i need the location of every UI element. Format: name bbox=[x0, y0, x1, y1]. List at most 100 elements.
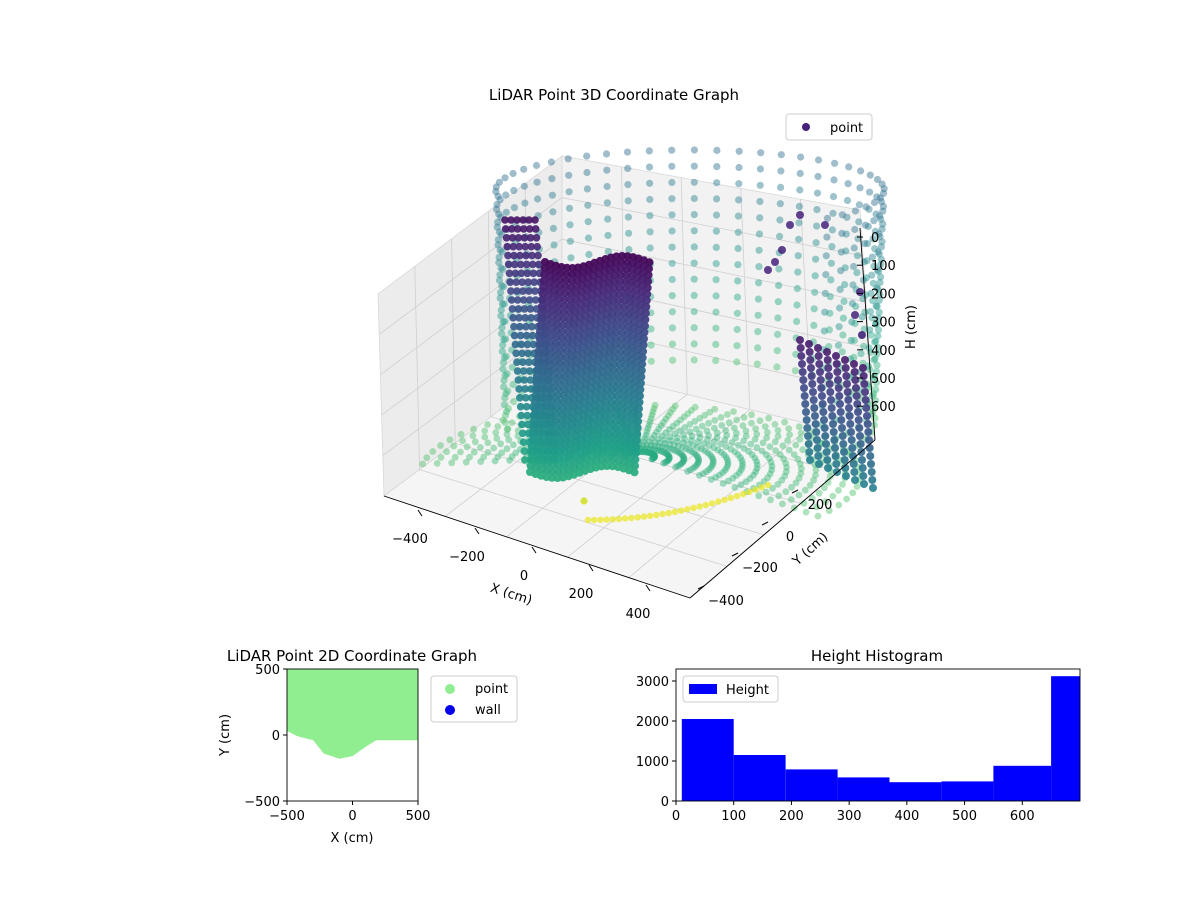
lidar-point bbox=[813, 222, 821, 230]
lidar-point bbox=[865, 344, 873, 352]
lidar-point bbox=[746, 488, 753, 496]
lidar-point bbox=[799, 446, 807, 454]
lidar-point bbox=[510, 260, 519, 269]
lidar-point bbox=[668, 259, 676, 267]
lidar-point bbox=[876, 194, 884, 202]
lidar-point bbox=[842, 247, 850, 255]
lidar-point bbox=[830, 176, 838, 184]
lidar-point bbox=[860, 380, 869, 388]
lidar-point bbox=[495, 210, 503, 218]
lidar-point bbox=[870, 356, 878, 364]
lidar-point bbox=[818, 400, 827, 408]
lidar-point bbox=[867, 460, 875, 468]
lidar-point bbox=[722, 427, 730, 434]
lidar-point bbox=[712, 357, 720, 365]
histogram-y-tick-label: 3000 bbox=[636, 675, 669, 690]
lidar-point bbox=[603, 182, 611, 191]
grid-line bbox=[680, 177, 688, 395]
lidar-point bbox=[875, 308, 883, 316]
lidar-point bbox=[679, 444, 686, 451]
z-tick-label-3d: 0 bbox=[871, 231, 879, 246]
lidar-point bbox=[794, 268, 802, 276]
lidar-point bbox=[706, 451, 714, 459]
lidar-point bbox=[842, 230, 850, 238]
lidar-point bbox=[872, 337, 880, 345]
lidar-point bbox=[851, 476, 859, 484]
lidar-point bbox=[491, 457, 499, 465]
lidar-point bbox=[825, 507, 833, 515]
lidar-point bbox=[494, 236, 502, 244]
lidar-point bbox=[713, 195, 721, 203]
lidar-point bbox=[812, 471, 819, 479]
lidar-point bbox=[515, 314, 523, 322]
lidar-point bbox=[649, 408, 657, 416]
lidar-point bbox=[603, 516, 610, 523]
lidar-point bbox=[837, 267, 845, 275]
lidar-point bbox=[713, 146, 721, 154]
lidar-point bbox=[675, 449, 683, 456]
histogram-bar bbox=[1051, 676, 1080, 801]
lidar-point bbox=[671, 402, 679, 410]
lidar-point bbox=[470, 448, 478, 456]
histogram-x-tick-label: 300 bbox=[837, 809, 862, 824]
lidar-point bbox=[493, 205, 501, 213]
lidar-point bbox=[767, 458, 775, 466]
histogram-frame bbox=[675, 668, 1081, 802]
lidar-point bbox=[623, 148, 632, 156]
lidar-point bbox=[850, 368, 859, 376]
lidar-point bbox=[748, 411, 755, 419]
lidar-point bbox=[879, 220, 887, 228]
lidar-point bbox=[641, 445, 649, 452]
lidar-point bbox=[497, 264, 505, 272]
histogram-x-tick-label: 100 bbox=[721, 809, 746, 824]
lidar-point bbox=[668, 227, 676, 235]
lidar-point bbox=[716, 471, 723, 479]
lidar-point bbox=[506, 457, 513, 464]
lidar-point bbox=[681, 424, 689, 431]
lidar-point bbox=[502, 352, 510, 360]
lidar-point bbox=[495, 228, 504, 236]
lidar-point bbox=[861, 240, 869, 248]
lidar-point bbox=[878, 180, 886, 188]
lidar-point bbox=[498, 300, 506, 308]
lidar-point bbox=[504, 404, 512, 413]
lidar-point bbox=[499, 265, 507, 273]
lidar-point bbox=[688, 436, 695, 444]
lidar-point bbox=[696, 430, 703, 437]
lidar-point bbox=[671, 446, 678, 454]
lidar-point bbox=[647, 449, 654, 457]
lidar-point bbox=[750, 471, 757, 479]
lidar-point bbox=[638, 445, 646, 452]
lidar-point bbox=[650, 405, 658, 412]
lidar-point bbox=[532, 161, 541, 170]
lidar-point bbox=[821, 221, 829, 229]
lidar-point bbox=[671, 508, 679, 515]
lidar-point bbox=[662, 444, 670, 451]
lidar-point bbox=[689, 442, 697, 449]
lidar-point bbox=[631, 461, 639, 470]
histogram-bar bbox=[993, 765, 1052, 801]
lidar-point bbox=[807, 364, 815, 372]
lidar-point bbox=[733, 342, 741, 350]
lidar-point bbox=[728, 439, 736, 446]
lidar-point bbox=[723, 464, 731, 471]
z-tick-label-3d: 400 bbox=[871, 344, 896, 359]
lidar-point bbox=[717, 440, 724, 448]
lidar-point bbox=[778, 246, 786, 254]
lidar-point bbox=[644, 277, 653, 286]
lidar-point bbox=[690, 291, 698, 299]
lidar-point bbox=[791, 367, 800, 375]
x-tick-label-2d: 500 bbox=[406, 809, 431, 824]
lidar-point bbox=[687, 466, 694, 474]
lidar-point bbox=[528, 260, 537, 269]
y-tick-label-2d: 0 bbox=[272, 729, 280, 744]
lidar-point bbox=[822, 448, 831, 456]
lidar-point bbox=[493, 200, 501, 209]
lidar-point bbox=[665, 452, 673, 460]
lidar-point bbox=[497, 440, 504, 448]
lidar-point bbox=[530, 278, 538, 287]
lidar-point bbox=[867, 331, 875, 339]
lidar-point bbox=[777, 167, 785, 175]
lidar-point bbox=[469, 432, 477, 440]
